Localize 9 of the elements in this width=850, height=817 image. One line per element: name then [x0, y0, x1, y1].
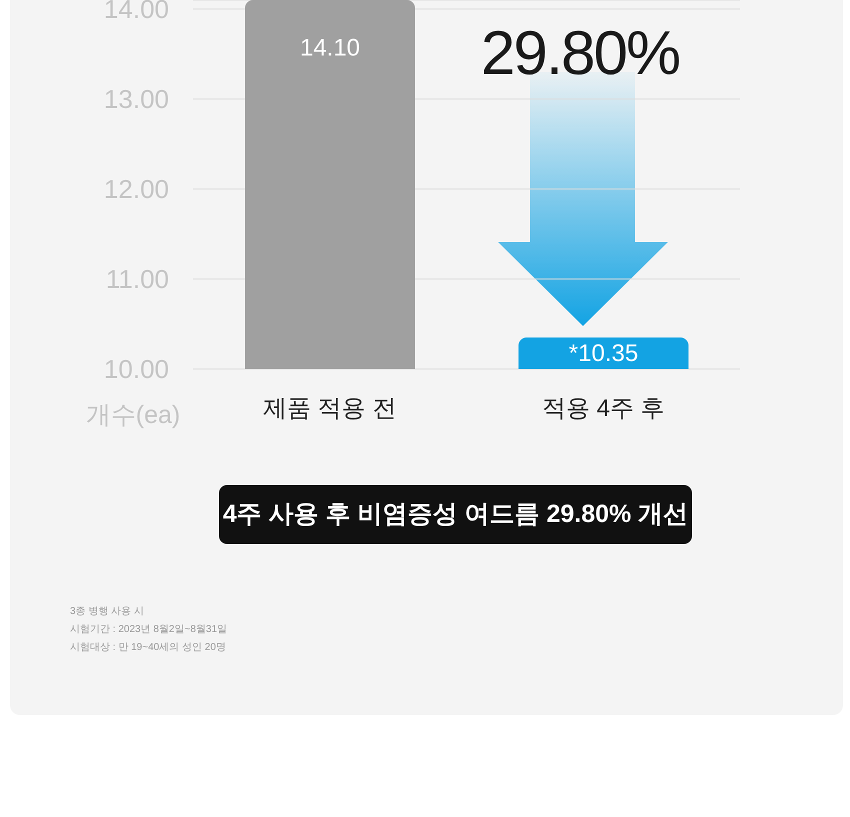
data-label: 14.10: [300, 34, 360, 62]
text: 시험대상 : 만 19~40세의 성인 20명: [70, 641, 227, 655]
x-tick-label: 적용 4주 후: [542, 395, 665, 422]
x-tick-label: 제품 적용 전: [263, 395, 396, 422]
annotation: 29.80%: [480, 18, 680, 89]
data-label: *10.35: [568, 340, 638, 367]
text: 시험기간 : 2023년 8월2일~8월31일: [70, 623, 228, 637]
text: 3종 병행 사용 시: [70, 605, 145, 619]
text: 4주 사용 후 비염증성 여드름 29.80% 개선: [219, 485, 692, 544]
